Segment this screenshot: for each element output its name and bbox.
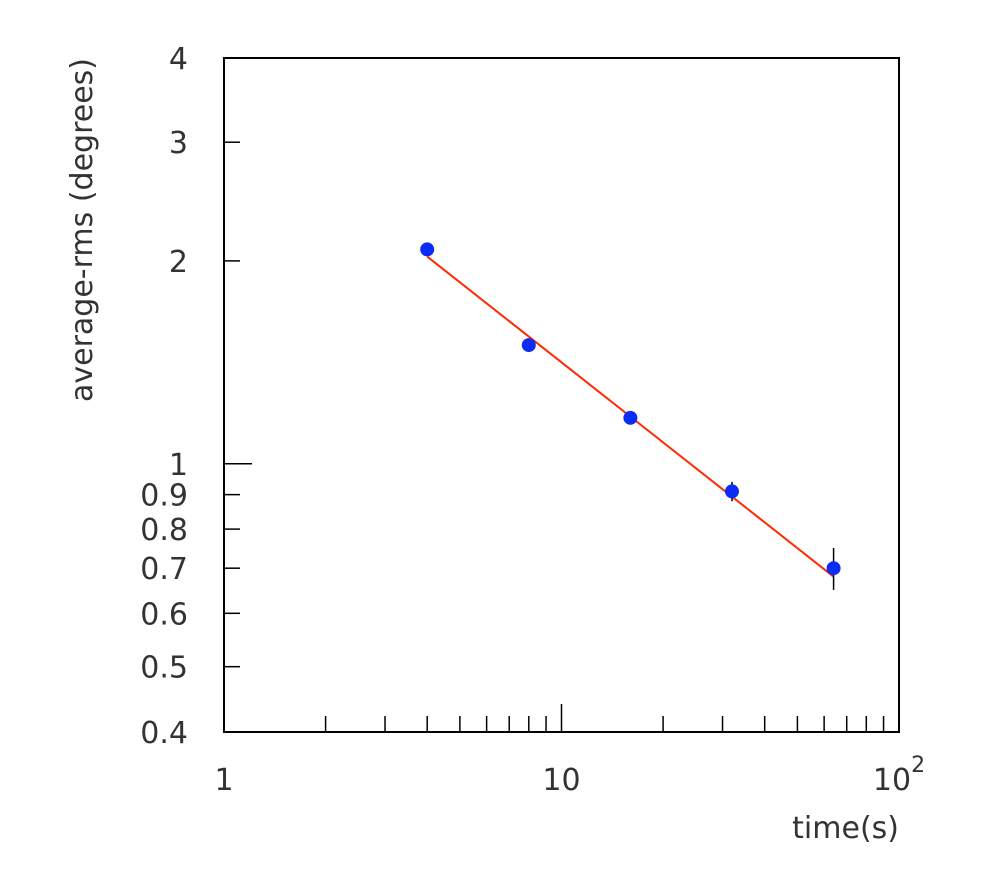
data-point	[420, 242, 435, 257]
data-point	[724, 484, 739, 499]
y-tick-label: 2	[169, 245, 188, 280]
y-tick-label: 0.4	[140, 716, 188, 751]
point-layer	[420, 242, 841, 590]
x-tick-label: 10	[542, 763, 580, 798]
y-axis-ticks: 0.4 0.5 0.6 0.7 0.80.91 2 3 4	[140, 42, 252, 751]
y-tick-label: 0.6	[140, 597, 188, 632]
y-axis-title: average-rms (degrees)	[65, 58, 100, 402]
y-tick-label: 4	[169, 42, 188, 77]
y-tick-label: 0.5	[140, 651, 188, 686]
y-tick-label: 0.7	[140, 552, 188, 587]
y-tick-label: 0.9	[140, 479, 188, 514]
y-tick-label: 1	[169, 448, 188, 483]
data-point	[826, 561, 841, 576]
x-axis-title: time(s)	[792, 811, 899, 846]
x-tick-label: 102	[873, 753, 925, 798]
y-tick-label: 0.8	[140, 513, 188, 548]
data-point	[623, 410, 638, 425]
data-point	[521, 338, 536, 353]
x-tick-label: 1	[214, 763, 233, 798]
plot-frame	[223, 57, 900, 733]
y-tick-label: 3	[169, 126, 188, 161]
x-axis-ticks: 1 10 102	[214, 704, 925, 798]
